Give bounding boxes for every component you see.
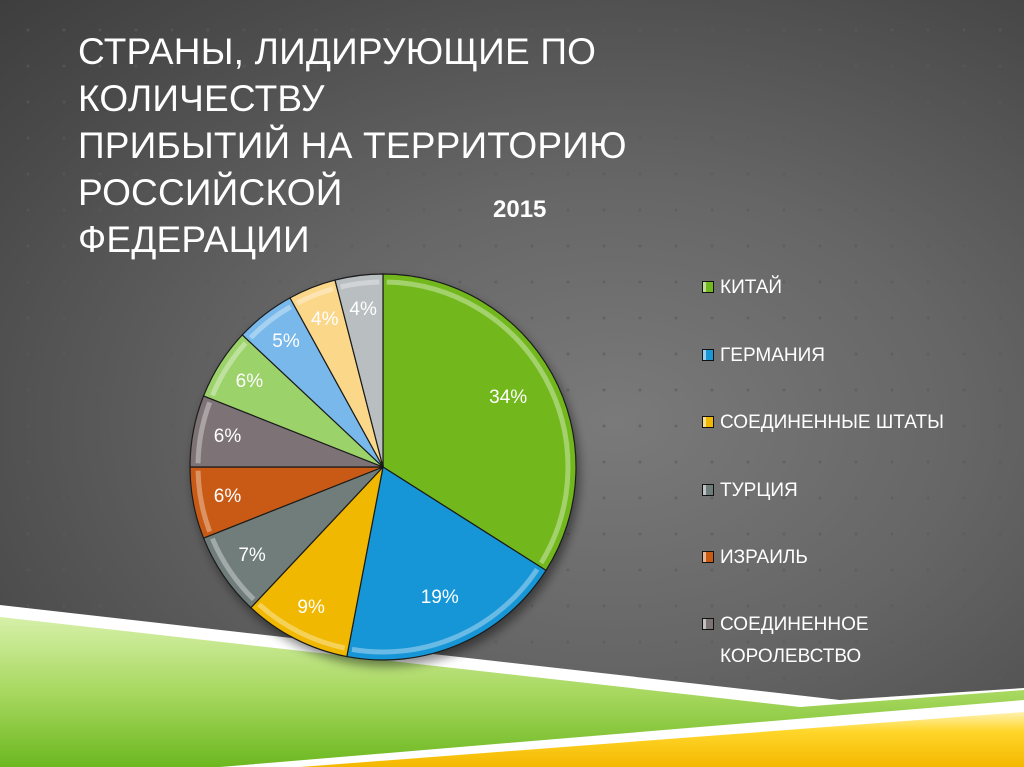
pie-slice (250, 465, 384, 658)
pie-data-label: 5% (272, 330, 300, 352)
slice-bevel (195, 470, 213, 533)
pie-data-label: 6% (235, 371, 264, 393)
legend-swatch-icon (702, 281, 714, 293)
title-line-2: ПРИБЫТИЙ НА ТЕРРИТОРИЮ РОССИЙСКОЙ (78, 125, 627, 213)
legend-item-turkey: ТУРЦИЯ (702, 475, 798, 507)
legend-swatch-icon (702, 618, 714, 630)
pie-data-label: 4% (349, 298, 377, 320)
pie-data-label: 4% (311, 308, 339, 330)
legend-item-germany: ГЕРМАНИЯ (702, 340, 825, 372)
slice-bevel (340, 279, 380, 290)
slice-bevel (210, 537, 256, 602)
legend-item-uk: СОЕДИНЕННОЕ КОРОЛЕВСТВО (702, 609, 869, 673)
legend-item-usa: СОЕДИНЕННЫЕ ШТАТЫ (702, 407, 944, 439)
legend-swatch-icon (702, 349, 714, 361)
legend-swatch-icon (702, 416, 714, 428)
pie-data-label: 6% (213, 426, 242, 448)
pie-data-label: 19% (420, 587, 459, 609)
pie-slice (334, 273, 384, 468)
pie-data-label: 9% (297, 597, 325, 618)
slice-bevel (351, 567, 540, 655)
slice-bevel (248, 304, 292, 340)
legend-item-china: КИТАЙ (702, 272, 782, 304)
pie-data-label: 7% (238, 544, 266, 566)
legend-item-israel: ИЗРАИЛЬ (702, 542, 808, 574)
pie-data-label: 34% (489, 387, 528, 409)
slide-title: СТРАНЫ, ЛИДИРУЮЩИЕ ПО КОЛИЧЕСТВУ ПРИБЫТИ… (78, 28, 838, 263)
slice-bevel (210, 341, 248, 397)
title-line-3: ФЕДЕРАЦИИ (78, 219, 310, 260)
slice-bevel (257, 602, 346, 651)
slice-bevel (195, 401, 213, 464)
legend-swatch-icon (702, 484, 714, 496)
slice-bevel (386, 279, 571, 565)
title-line-1: СТРАНЫ, ЛИДИРУЮЩИЕ ПО КОЛИЧЕСТВУ (78, 31, 597, 119)
chart-title: 2015 (493, 196, 547, 223)
slice-bevel (295, 286, 335, 306)
pie-data-label: 6% (213, 485, 242, 507)
legend-swatch-icon (702, 551, 714, 563)
